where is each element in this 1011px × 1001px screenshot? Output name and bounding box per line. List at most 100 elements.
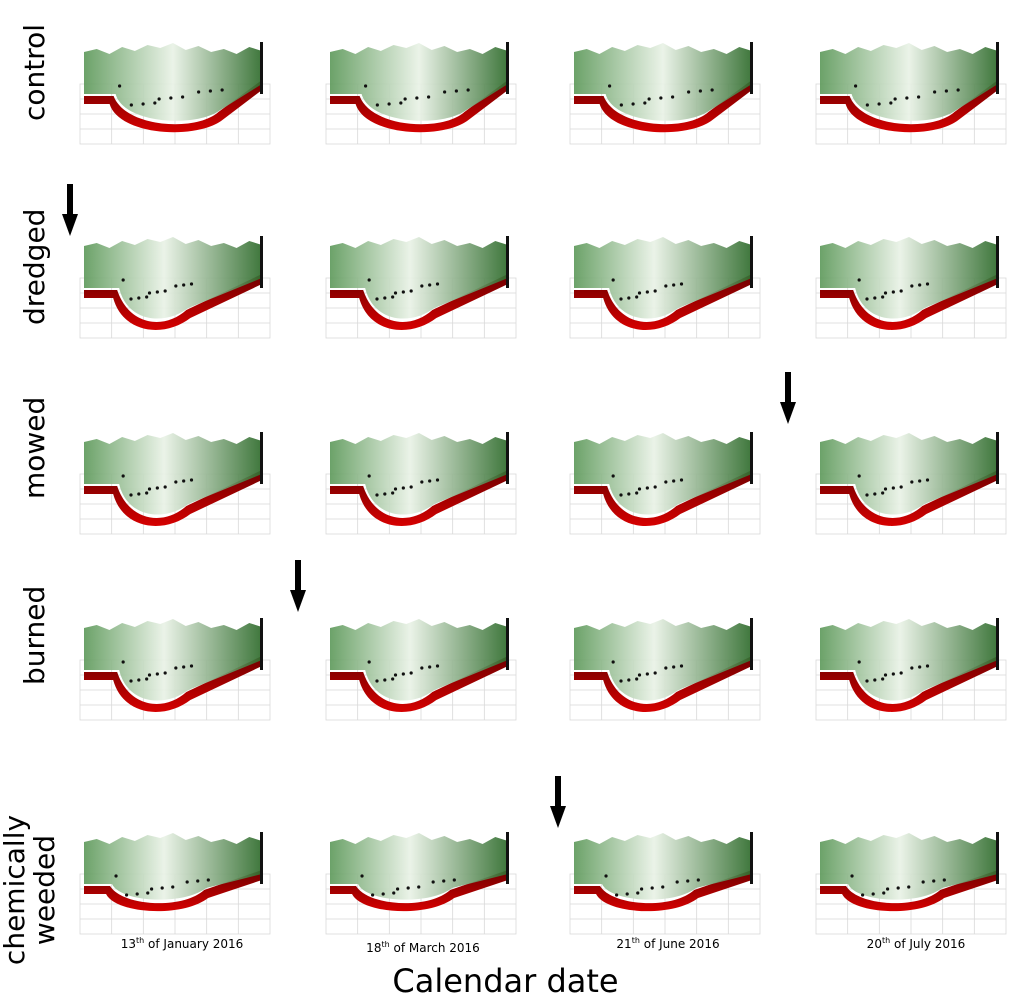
date-label-3: 21th of June 2016 [616,936,719,951]
ground-profile [84,470,262,526]
panel-edge [506,42,509,94]
ground-profile [574,470,752,526]
vegetation-cloud [84,619,262,701]
panel-dredged-4 [815,236,1007,339]
panel-edge [996,432,999,484]
panel-mowed-2 [325,432,517,535]
panel-edge [750,832,753,884]
panel-edge [260,832,263,884]
panel-control-2 [325,42,517,145]
panel-edge [260,236,263,288]
date-day: 20 [866,937,882,951]
dark-points [857,474,930,497]
vegetation-cloud [820,237,999,319]
panel-chemically-weeded-1 [79,832,271,935]
ground-profile [330,470,508,526]
panel-control-1 [79,42,271,145]
ground-profile [330,870,508,912]
panel-burned-4 [815,618,1007,721]
panel-chemically-weeded-4 [815,832,1007,935]
row-label-mowed: mowed [18,396,51,499]
panel-mowed-3 [569,432,761,535]
panel-edge [996,42,999,94]
down-arrow-icon [62,184,78,236]
panel-edge [506,832,509,884]
vegetation-cloud [330,433,509,515]
ground-profile [574,870,752,912]
date-label-1: 13th of January 2016 [121,936,244,951]
dark-points [121,474,194,497]
vegetation-cloud [574,237,753,319]
vegetation-cloud [84,833,262,900]
date-day: 13 [120,937,137,951]
date-rest: of July 2016 [890,937,966,951]
down-arrow-icon [290,560,306,612]
dark-points [360,874,456,897]
ground-profile [84,870,262,912]
panel-burned-3 [569,618,761,721]
vegetation-cloud [330,237,509,319]
ground-profile [330,80,508,133]
dark-points [611,474,684,497]
vegetation-cloud [820,433,999,515]
row-label-line1: chemically [0,814,31,966]
vegetation-cloud [574,433,753,515]
dark-points [367,474,440,497]
panel-dredged-3 [569,236,761,339]
panel-burned-1 [79,618,271,721]
dark-points [608,84,714,107]
panel-edge [260,618,263,670]
dark-points [857,278,930,301]
ground-profile [820,870,998,912]
panel-edge [260,432,263,484]
down-arrow-icon [780,372,796,424]
date-suffix: th [631,936,640,945]
date-day: 18 [366,941,382,955]
dark-points [857,660,930,683]
date-rest: of June 2016 [639,937,720,951]
dark-points [364,84,470,107]
ground-profile [84,80,262,133]
panel-edge [996,618,999,670]
dark-points [367,278,440,301]
vegetation-cloud [574,619,753,701]
panel-burned-2 [325,618,517,721]
ground-profile [574,274,752,330]
panel-edge [750,42,753,94]
date-rest: of January 2016 [144,937,244,951]
panel-edge [506,618,509,670]
panel-edge [506,432,509,484]
ground-profile [820,656,998,712]
panel-edge [750,432,753,484]
dark-points [604,874,700,897]
panel-dredged-2 [325,236,517,339]
vegetation-cloud [330,43,509,121]
panel-edge [996,236,999,288]
panel-chemically-weeded-2 [325,832,517,935]
row-label-line2: weeded [28,834,61,946]
x-axis-label: Calendar date [392,962,619,1000]
dark-points [118,84,224,107]
date-suffix: th [881,936,891,945]
row-label-dredged: dredged [18,208,51,325]
date-label-4: 20th of July 2016 [867,936,966,951]
ground-profile [574,656,752,712]
vegetation-cloud [574,43,753,121]
ground-profile [330,656,508,712]
row-label-burned: burned [18,585,51,685]
ground-profile [820,80,998,133]
dark-points [611,278,684,301]
vegetation-cloud [820,43,999,121]
panel-mowed-4 [815,432,1007,535]
ground-profile [330,274,508,330]
date-suffix: th [136,936,145,945]
panel-control-4 [815,42,1007,145]
row-label-chemically-weeded: chemically weeded [0,810,61,970]
panel-edge [750,236,753,288]
panel-edge [260,42,263,94]
vegetation-cloud [84,433,262,515]
dark-points [367,660,440,683]
panel-mowed-1 [79,432,271,535]
